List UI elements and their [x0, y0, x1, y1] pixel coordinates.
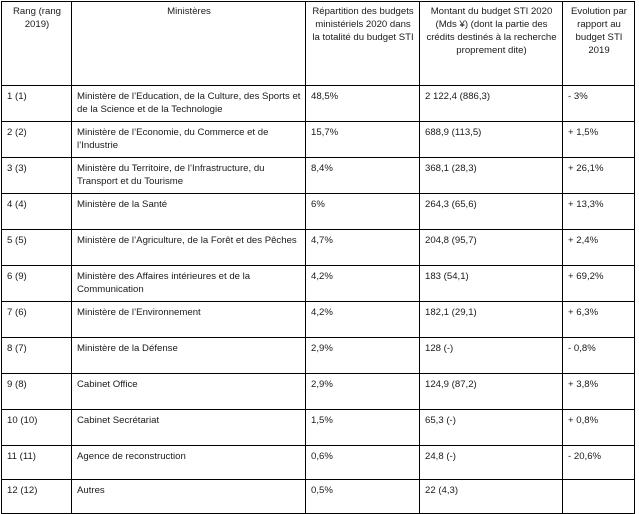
- cell-ministry: Cabinet Secrétariat: [71, 409, 306, 446]
- cell-amount: 264,3 (65,6): [419, 193, 563, 230]
- cell-ministry: Cabinet Office: [71, 373, 306, 410]
- cell-rank: 4 (4): [1, 193, 72, 230]
- cell-ministry: Ministère de l’Economie, du Commerce et …: [71, 121, 306, 158]
- table-row: 1 (1) Ministère de l’Education, de la Cul…: [1, 85, 635, 122]
- cell-ministry: Agence de reconstruction: [71, 445, 306, 480]
- cell-ministry: Ministère de l’Education, de la Culture,…: [71, 85, 306, 122]
- table-row: 3 (3) Ministère du Territoire, de l’Infra…: [1, 157, 635, 194]
- cell-change: + 3,8%: [562, 373, 635, 410]
- cell-amount: 2 122,4 (886,3): [419, 85, 563, 122]
- cell-change: + 69,2%: [562, 265, 635, 302]
- table-row: 6 (9) Ministère des Affaires intérieures …: [1, 265, 635, 302]
- cell-ministry: Ministère de l’Environnement: [71, 301, 306, 338]
- cell-share: 1,5%: [305, 409, 420, 446]
- cell-change: + 2,4%: [562, 229, 635, 266]
- cell-rank: 9 (8): [1, 373, 72, 410]
- cell-share: 2,9%: [305, 373, 420, 410]
- cell-rank: 1 (1): [1, 85, 72, 122]
- cell-rank: 10 (10): [1, 409, 72, 446]
- table-row: 7 (6) Ministère de l’Environnement 4,2% 182…: [1, 301, 635, 338]
- cell-change: + 26,1%: [562, 157, 635, 194]
- table-row: 4 (4) Ministère de la Santé 6% 264,3 (65,6)…: [1, 193, 635, 230]
- cell-amount: 368,1 (28,3): [419, 157, 563, 194]
- cell-rank: 3 (3): [1, 157, 72, 194]
- cell-rank: 8 (7): [1, 337, 72, 374]
- cell-change: + 0,8%: [562, 409, 635, 446]
- header-share: Répartition des budgets ministériels 202…: [305, 1, 420, 86]
- cell-ministry: Ministère de la Santé: [71, 193, 306, 230]
- cell-amount: 204,8 (95,7): [419, 229, 563, 266]
- cell-amount: 124,9 (87,2): [419, 373, 563, 410]
- cell-change: + 6,3%: [562, 301, 635, 338]
- cell-ministry: Ministère du Territoire, de l’Infrastruc…: [71, 157, 306, 194]
- header-rank: Rang (rang 2019): [1, 1, 72, 86]
- table-row: 11 (11) Agence de reconstruction 0,6% 24,8 …: [1, 445, 635, 480]
- cell-share: 0,6%: [305, 445, 420, 480]
- cell-amount: 65,3 (-): [419, 409, 563, 446]
- cell-rank: 2 (2): [1, 121, 72, 158]
- table-row: 10 (10) Cabinet Secrétariat 1,5% 65,3 (-) + …: [1, 409, 635, 446]
- header-ministry: Ministères: [71, 1, 306, 86]
- table-row: 9 (8) Cabinet Office 2,9% 124,9 (87,2) + 3,8…: [1, 373, 635, 410]
- table-body: 1 (1) Ministère de l’Education, de la Cul…: [1, 85, 635, 514]
- cell-share: 6%: [305, 193, 420, 230]
- cell-change: - 3%: [562, 85, 635, 122]
- table-header: Rang (rang 2019) Ministères Répartition …: [1, 1, 635, 86]
- cell-share: 8,4%: [305, 157, 420, 194]
- cell-ministry: Ministère de la Défense: [71, 337, 306, 374]
- cell-change: - 20,6%: [562, 445, 635, 480]
- cell-amount: 182,1 (29,1): [419, 301, 563, 338]
- cell-rank: 5 (5): [1, 229, 72, 266]
- cell-amount: 688,9 (113,5): [419, 121, 563, 158]
- cell-ministry: Ministère de l’Agriculture, de la Forêt …: [71, 229, 306, 266]
- cell-share: 4,7%: [305, 229, 420, 266]
- cell-change: + 13,3%: [562, 193, 635, 230]
- table-row: 5 (5) Ministère de l’Agriculture, de la F…: [1, 229, 635, 266]
- header-row: Rang (rang 2019) Ministères Répartition …: [1, 1, 635, 86]
- cell-change: + 1,5%: [562, 121, 635, 158]
- cell-rank: 7 (6): [1, 301, 72, 338]
- cell-share: 4,2%: [305, 301, 420, 338]
- header-change: Evolution par rapport au budget STI 2019: [562, 1, 635, 86]
- table-row: 8 (7) Ministère de la Défense 2,9% 128 (-) -…: [1, 337, 635, 374]
- table-row: 2 (2) Ministère de l’Economie, du Commerc…: [1, 121, 635, 158]
- cell-change: - 0,8%: [562, 337, 635, 374]
- cell-share: 48,5%: [305, 85, 420, 122]
- cell-share: 2,9%: [305, 337, 420, 374]
- cell-share: 15,7%: [305, 121, 420, 158]
- cell-rank: 6 (9): [1, 265, 72, 302]
- cell-amount: 183 (54,1): [419, 265, 563, 302]
- header-amount: Montant du budget STI 2020 (Mds ¥) (dont…: [419, 1, 563, 86]
- cell-amount: 128 (-): [419, 337, 563, 374]
- cell-rank: 11 (11): [1, 445, 72, 480]
- cell-share: 4,2%: [305, 265, 420, 302]
- cell-amount: 24,8 (-): [419, 445, 563, 480]
- cell-ministry: Ministère des Affaires intérieures et de…: [71, 265, 306, 302]
